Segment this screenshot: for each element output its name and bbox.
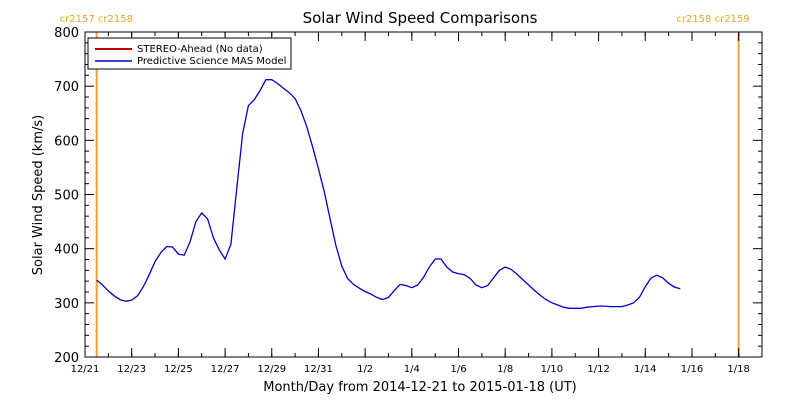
x-tick-label: 1/18 xyxy=(727,364,749,375)
series-layer xyxy=(96,79,681,309)
x-tick-label: 1/6 xyxy=(450,364,466,375)
x-tick-label: 1/16 xyxy=(681,364,703,375)
x-tick-label: 1/4 xyxy=(404,364,420,375)
x-tick-label: 12/25 xyxy=(164,364,193,375)
legend-box xyxy=(87,37,292,70)
carrington-marker-label: cr2158 cr2159 xyxy=(676,14,749,25)
x-tick-label: 12/21 xyxy=(71,364,100,375)
x-tick-label: 1/10 xyxy=(541,364,563,375)
y-tick-label: 800 xyxy=(54,26,79,41)
plot-frame xyxy=(84,31,763,358)
y-axis: 200 300 400 500 600 700 800 xyxy=(54,26,762,366)
x-tick-label: 1/14 xyxy=(634,364,656,375)
x-axis: 12/21 12/23 12/25 12/27 12/29 12/31 1/2 1/4 1/6 1… xyxy=(71,32,763,375)
x-axis-title: Month/Day from 2014-12-21 to 2015-01-18 … xyxy=(263,380,576,395)
x-tick-label: 12/27 xyxy=(211,364,240,375)
legend-label-stereo: STEREO-Ahead (No data) xyxy=(137,44,263,55)
y-tick-label: 700 xyxy=(54,80,79,95)
y-tick-label: 300 xyxy=(54,297,79,312)
legend-label-mas: Predictive Science MAS Model xyxy=(137,56,286,67)
y-axis-title: Solar Wind Speed (km/s) xyxy=(31,115,46,275)
legend: STEREO-Ahead (No data) Predictive Scienc… xyxy=(87,37,292,70)
y-tick-label: 600 xyxy=(54,134,79,149)
y-tick-label: 500 xyxy=(54,189,79,204)
x-tick-label: 1/2 xyxy=(357,364,373,375)
x-tick-label: 1/8 xyxy=(497,364,513,375)
y-tick-label: 400 xyxy=(54,243,79,258)
series-line-1 xyxy=(96,79,681,309)
carrington-marker-label: cr2157 cr2158 xyxy=(60,14,133,25)
chart-title: Solar Wind Speed Comparisons xyxy=(303,9,538,27)
x-tick-label: 1/12 xyxy=(587,364,609,375)
x-tick-label: 12/29 xyxy=(257,364,286,375)
y-tick-label: 200 xyxy=(54,351,79,366)
x-tick-label: 12/31 xyxy=(304,364,333,375)
carrington-markers: cr2157 cr2158 cr2158 cr2159 xyxy=(60,14,750,357)
x-tick-label: 12/23 xyxy=(117,364,146,375)
